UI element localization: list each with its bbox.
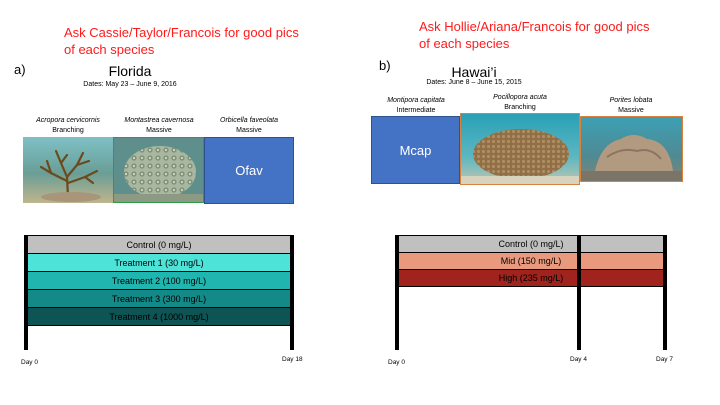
florida-day18-label: Day 18: [282, 356, 303, 363]
porites-photo: [580, 116, 683, 182]
florida-bar-4: Treatment 4 (1000 mg/L): [26, 307, 292, 326]
note-right: Ask Hollie/Ariana/Francois for good pics…: [419, 19, 650, 51]
note-left: Ask Cassie/Taylor/Francois for good pics…: [64, 25, 299, 57]
species-acer-label: Acropora cervicornis Branching: [36, 117, 100, 134]
species-ofav-label: Orbicella faveolata Massive: [220, 117, 278, 134]
hawaii-day0-line: [395, 235, 399, 350]
hawaii-bar-1: Mid (150 mg/L): [397, 252, 665, 270]
hawaii-dates: Dates: June 8 – June 15, 2015: [426, 79, 522, 86]
hawaii-day0-label: Day 0: [388, 359, 405, 366]
florida-day0-line: [24, 235, 28, 350]
mcap-placeholder: Mcap: [371, 116, 460, 184]
florida-day0-label: Day 0: [21, 359, 38, 366]
florida-title: Florida: [108, 63, 152, 79]
acropora-photo: [23, 137, 113, 203]
florida-day18-line: [290, 235, 294, 350]
panel-letter-a: a): [14, 62, 26, 77]
species-mcav-label: Montastrea cavernosa Massive: [124, 117, 194, 134]
florida-bar-2: Treatment 2 (100 mg/L): [26, 271, 292, 290]
montastrea-photo: [113, 137, 204, 203]
hawaii-day4-label: Day 4: [570, 356, 587, 363]
florida-dates: Dates: May 23 – June 9, 2016: [83, 81, 177, 88]
hawaii-day7-line: [663, 235, 667, 350]
florida-bar-1: Treatment 1 (30 mg/L): [26, 253, 292, 272]
species-plob-label: Porites lobata Massive: [609, 97, 653, 114]
hawaii-day7-label: Day 7: [656, 356, 673, 363]
hawaii-bar-2: High (235 mg/L): [397, 269, 665, 287]
hawaii-bar-0: Control (0 mg/L): [397, 235, 665, 253]
florida-bar-3: Treatment 3 (300 mg/L): [26, 289, 292, 308]
panel-letter-b: b): [379, 58, 391, 73]
florida-bar-0: Control (0 mg/L): [26, 235, 292, 254]
ofav-placeholder: Ofav: [204, 137, 294, 204]
species-pacu-label: Pocillopora acuta Branching: [493, 94, 547, 111]
hawaii-title: Hawai’i: [451, 64, 497, 80]
species-mcap-label: Montipora capitata Intermediate: [387, 97, 445, 114]
hawaii-day4-line: [577, 235, 581, 350]
pocillopora-photo: [460, 113, 580, 185]
